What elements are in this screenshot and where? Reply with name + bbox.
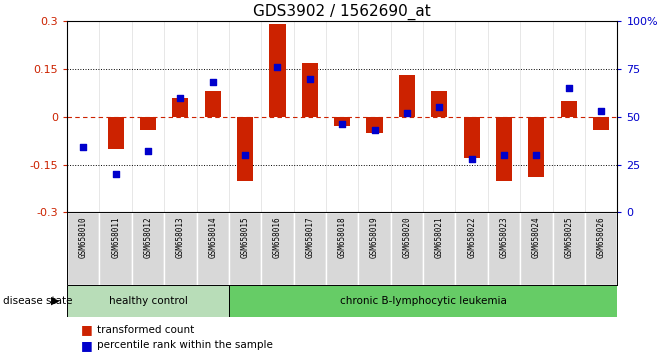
Text: ■: ■ [81,339,93,352]
Text: GSM658012: GSM658012 [144,216,152,258]
Point [564,85,574,91]
Point [207,80,218,85]
Text: GSM658011: GSM658011 [111,216,120,258]
Bar [326,212,358,285]
Bar [423,212,456,285]
Point [175,95,186,101]
Text: GSM658021: GSM658021 [435,216,444,258]
Text: GSM658016: GSM658016 [273,216,282,258]
Bar [496,117,512,181]
Point [531,152,541,158]
Text: GSM658013: GSM658013 [176,216,185,258]
Bar [366,117,382,133]
Bar [399,75,415,117]
Bar [294,212,326,285]
Bar [237,117,253,181]
Point [143,148,154,154]
Point [466,156,477,162]
Point [240,152,250,158]
Bar [99,212,132,285]
Bar [488,212,520,285]
Text: GSM658015: GSM658015 [241,216,250,258]
Bar [229,212,261,285]
Text: healthy control: healthy control [109,296,187,306]
Title: GDS3902 / 1562690_at: GDS3902 / 1562690_at [254,4,431,20]
Text: ■: ■ [81,324,93,336]
Bar [172,98,189,117]
Bar [107,117,123,149]
Bar [229,285,617,317]
Text: percentile rank within the sample: percentile rank within the sample [97,340,273,350]
Bar [269,24,286,117]
Bar [67,212,99,285]
Bar [464,117,480,158]
Point [305,76,315,81]
Text: GSM658014: GSM658014 [208,216,217,258]
Bar [197,212,229,285]
Bar [67,285,229,317]
Text: disease state: disease state [3,296,73,306]
Bar [358,212,391,285]
Text: ▶: ▶ [50,296,59,306]
Point [369,127,380,133]
Text: transformed count: transformed count [97,325,195,335]
Bar [585,212,617,285]
Point [272,64,283,70]
Bar [456,212,488,285]
Bar [593,117,609,130]
Bar [553,212,585,285]
Bar [261,212,294,285]
Text: GSM658010: GSM658010 [79,216,88,258]
Bar [140,117,156,130]
Bar [164,212,197,285]
Bar [205,91,221,117]
Text: GSM658024: GSM658024 [532,216,541,258]
Bar [431,91,448,117]
Bar [520,212,553,285]
Point [499,152,509,158]
Text: GSM658025: GSM658025 [564,216,573,258]
Point [401,110,412,116]
Bar [528,117,544,177]
Bar [302,63,318,117]
Text: GSM658022: GSM658022 [467,216,476,258]
Point [110,171,121,177]
Point [434,104,445,110]
Bar [334,117,350,126]
Bar [561,101,577,117]
Bar [391,212,423,285]
Text: GSM658018: GSM658018 [338,216,347,258]
Bar [132,212,164,285]
Point [337,122,348,127]
Point [596,108,607,114]
Text: GSM658020: GSM658020 [403,216,411,258]
Text: GSM658019: GSM658019 [370,216,379,258]
Text: chronic B-lymphocytic leukemia: chronic B-lymphocytic leukemia [340,296,507,306]
Text: GSM658017: GSM658017 [305,216,314,258]
Text: GSM658026: GSM658026 [597,216,606,258]
Text: GSM658023: GSM658023 [499,216,509,258]
Point [78,144,89,150]
